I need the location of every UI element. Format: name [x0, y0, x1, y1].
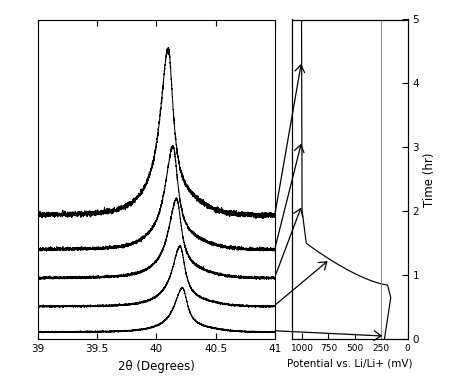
Y-axis label: Time (hr): Time (hr) — [423, 152, 436, 207]
X-axis label: 2θ (Degrees): 2θ (Degrees) — [118, 360, 195, 373]
X-axis label: Potential vs. Li/Li+ (mV): Potential vs. Li/Li+ (mV) — [287, 359, 412, 369]
